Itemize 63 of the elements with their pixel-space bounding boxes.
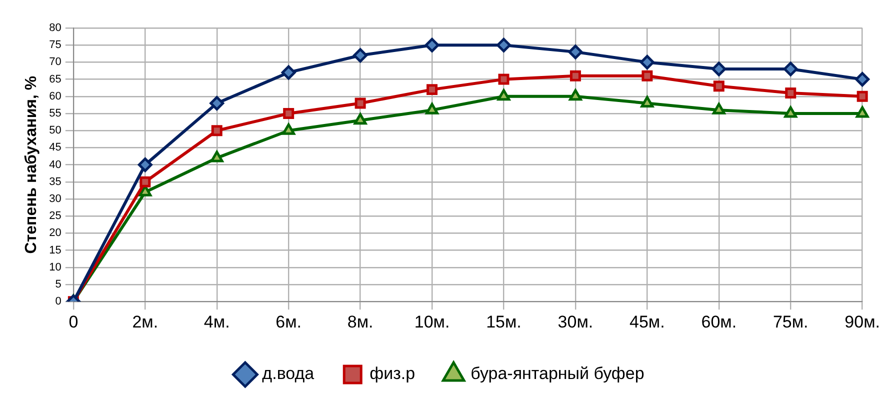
- y-tick-label: 15: [49, 244, 62, 256]
- y-tick-label: 50: [49, 124, 62, 137]
- y-tick-label: 75: [49, 39, 62, 52]
- point: [281, 65, 296, 80]
- y-tick-label: 20: [49, 227, 62, 240]
- x-tick-label: 8м.: [347, 312, 374, 332]
- point: [283, 108, 294, 119]
- point: [497, 89, 510, 101]
- y-tick-label: 55: [49, 108, 62, 120]
- point: [424, 38, 440, 52]
- y-tick-label: 60: [49, 90, 62, 102]
- y-tick-label: 0: [55, 296, 62, 308]
- x-tick-label: 10м.: [414, 312, 450, 332]
- y-tick-label: 80: [49, 22, 62, 34]
- y-tick-label: 40: [49, 158, 62, 171]
- y-tick-label: 30: [49, 193, 62, 206]
- point: [712, 62, 726, 76]
- point: [498, 74, 510, 85]
- x-tick-label: 6м.: [276, 312, 302, 332]
- x-tick-label: 4м.: [204, 312, 230, 332]
- y-tick-label: 35: [49, 176, 62, 188]
- point: [856, 90, 868, 102]
- legend-label: физ.р: [370, 364, 416, 384]
- point: [570, 70, 581, 82]
- y-tick-label: 25: [49, 210, 62, 222]
- y-tick-label: 10: [49, 261, 62, 274]
- y-axis-title: Степень набухания, %: [23, 76, 40, 254]
- x-tick-label: 2м.: [132, 312, 158, 332]
- point: [211, 125, 222, 136]
- point: [496, 38, 511, 52]
- point: [640, 96, 654, 108]
- point: [353, 48, 368, 63]
- point: [712, 102, 726, 114]
- x-tick-label: 15м.: [486, 312, 522, 332]
- point: [210, 150, 224, 162]
- point: [713, 80, 724, 92]
- legend-label: д.вода: [262, 364, 315, 384]
- x-tick-label: 45м.: [630, 312, 665, 332]
- point: [640, 54, 654, 70]
- point: [784, 106, 798, 118]
- x-tick-label: 60м.: [701, 312, 737, 332]
- point: [785, 87, 796, 98]
- point: [354, 98, 366, 109]
- point: [783, 62, 798, 76]
- point: [354, 113, 367, 125]
- x-tick-label: 75м.: [772, 312, 808, 332]
- x-tick-label: 0: [68, 312, 78, 332]
- y-tick-label: 5: [55, 278, 62, 291]
- point: [642, 70, 653, 82]
- point: [569, 89, 582, 101]
- legend-label: бура-янтарный буфер: [470, 364, 644, 384]
- point: [855, 72, 870, 87]
- point: [426, 84, 438, 96]
- y-tick-label: 70: [49, 56, 62, 68]
- point: [282, 123, 296, 135]
- x-tick-label: 30м.: [558, 312, 594, 332]
- y-tick-label: 65: [49, 73, 62, 86]
- x-tick-label: 90м.: [844, 312, 880, 332]
- point: [426, 102, 438, 114]
- point: [210, 96, 224, 110]
- point: [568, 44, 583, 60]
- y-tick-label: 45: [49, 142, 62, 154]
- point: [856, 106, 869, 118]
